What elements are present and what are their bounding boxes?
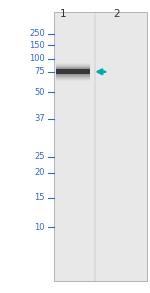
Bar — [56, 65, 90, 79]
Bar — [56, 67, 90, 76]
Text: 20: 20 — [34, 168, 45, 177]
Text: 15: 15 — [34, 193, 45, 202]
Text: 2: 2 — [114, 9, 120, 19]
Bar — [56, 69, 90, 74]
Text: 100: 100 — [29, 54, 45, 63]
Text: 10: 10 — [34, 223, 45, 231]
Text: 37: 37 — [34, 114, 45, 123]
Bar — [56, 64, 90, 80]
Text: 250: 250 — [29, 29, 45, 38]
Text: 50: 50 — [34, 88, 45, 97]
Text: 1: 1 — [60, 9, 66, 19]
Bar — [56, 63, 90, 81]
Text: 75: 75 — [34, 67, 45, 76]
Bar — [54, 12, 147, 281]
Bar — [56, 68, 90, 75]
Text: 150: 150 — [29, 41, 45, 50]
Bar — [56, 66, 90, 78]
Text: 25: 25 — [34, 152, 45, 161]
Bar — [56, 69, 90, 74]
Bar — [56, 67, 90, 77]
